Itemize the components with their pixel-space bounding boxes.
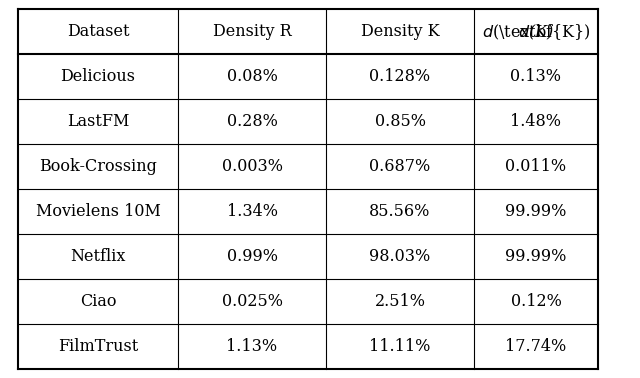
Text: 0.13%: 0.13%	[511, 68, 561, 85]
Text: 11.11%: 11.11%	[369, 338, 431, 355]
Text: 85.56%: 85.56%	[369, 203, 431, 220]
Text: 0.99%: 0.99%	[227, 248, 278, 265]
Text: Delicious: Delicious	[60, 68, 136, 85]
Text: 0.687%: 0.687%	[369, 158, 431, 175]
Text: 1.13%: 1.13%	[227, 338, 278, 355]
Text: Density R: Density R	[212, 23, 291, 40]
Text: Ciao: Ciao	[80, 293, 116, 310]
Text: 99.99%: 99.99%	[506, 248, 566, 265]
Text: 0.128%: 0.128%	[369, 68, 431, 85]
Text: 0.025%: 0.025%	[221, 293, 282, 310]
Text: 98.03%: 98.03%	[369, 248, 431, 265]
Text: 0.28%: 0.28%	[227, 113, 278, 130]
Text: Book-Crossing: Book-Crossing	[39, 158, 157, 175]
Text: Netflix: Netflix	[70, 248, 125, 265]
Text: 1.34%: 1.34%	[227, 203, 278, 220]
Text: 17.74%: 17.74%	[506, 338, 566, 355]
Text: FilmTrust: FilmTrust	[58, 338, 138, 355]
Text: 0.85%: 0.85%	[374, 113, 426, 130]
Text: LastFM: LastFM	[67, 113, 129, 130]
Text: 0.12%: 0.12%	[511, 293, 561, 310]
Text: $d$(\textbf{K}): $d$(\textbf{K})	[482, 22, 590, 42]
Text: 1.48%: 1.48%	[511, 113, 561, 130]
Text: 0.011%: 0.011%	[506, 158, 566, 175]
Text: Dataset: Dataset	[67, 23, 129, 40]
Text: $d$(K): $d$(K)	[518, 22, 554, 42]
Text: 99.99%: 99.99%	[506, 203, 566, 220]
Text: Density K: Density K	[361, 23, 440, 40]
Text: 0.08%: 0.08%	[227, 68, 278, 85]
Text: 2.51%: 2.51%	[374, 293, 426, 310]
Text: Movielens 10M: Movielens 10M	[36, 203, 161, 220]
Text: 0.003%: 0.003%	[221, 158, 282, 175]
